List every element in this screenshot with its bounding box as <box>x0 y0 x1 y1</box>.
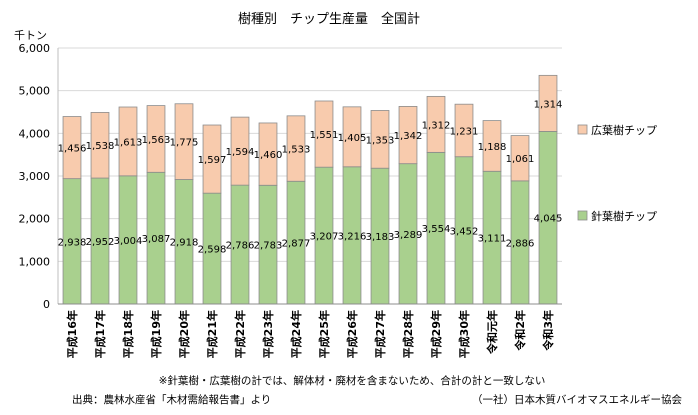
x-tick-label: 平成26年 <box>345 310 359 358</box>
data-label: 1,775 <box>170 138 199 149</box>
legend-item-softwood: 針葉樹チップ <box>577 209 657 223</box>
data-label: 1,563 <box>142 135 171 146</box>
bar-segment-hardwood <box>202 124 222 194</box>
bars: 2,938 1,456 2,952 1,538 3,004 1,613 3,087 1,563… <box>58 74 563 305</box>
y-tick-label: 5,000 <box>19 85 51 98</box>
data-label: 2,783 <box>254 241 283 252</box>
y-tick-label: 4,000 <box>19 127 51 140</box>
data-label: 1,405 <box>338 133 367 144</box>
bar-segment-hardwood <box>286 115 306 182</box>
x-tick-label: 令和3年 <box>541 310 555 352</box>
bar-segment-hardwood <box>230 116 250 186</box>
data-label: 1,353 <box>366 135 395 146</box>
data-label: 1,061 <box>506 154 535 165</box>
bar-segment-hardwood <box>482 120 502 172</box>
data-label: 3,183 <box>366 232 395 243</box>
data-label: 3,216 <box>338 231 367 242</box>
bar-segment-hardwood <box>174 103 194 180</box>
data-label: 1,188 <box>478 142 507 153</box>
bar-segment-hardwood <box>454 103 474 158</box>
bar-segment-hardwood <box>426 95 446 153</box>
footnote: ※針葉樹・広葉樹の計では、解体材・廃材を含まないため、合計の計と一致しない <box>159 374 546 387</box>
data-label: 2,877 <box>282 239 311 250</box>
data-label: 3,004 <box>114 236 143 247</box>
data-label: 1,314 <box>534 99 563 110</box>
data-label: 1,594 <box>226 147 255 158</box>
data-label: 1,460 <box>254 150 283 161</box>
bar-segment-hardwood <box>398 106 418 165</box>
data-label: 4,045 <box>534 214 563 225</box>
bar-segment-hardwood <box>258 122 278 186</box>
data-label: 2,786 <box>226 241 255 252</box>
bar-segment-hardwood <box>538 74 558 132</box>
x-tick-label: 平成16年 <box>65 310 79 358</box>
legend-swatch <box>577 210 588 221</box>
bar-segment-hardwood <box>146 105 166 173</box>
bar-segment-hardwood <box>510 135 530 182</box>
data-label: 1,456 <box>58 144 87 155</box>
data-label: 2,886 <box>506 238 535 249</box>
x-tick-label: 平成24年 <box>289 310 303 358</box>
data-label: 1,312 <box>422 120 451 131</box>
grid-lines <box>58 47 562 262</box>
data-label: 1,597 <box>198 155 227 166</box>
x-tick-label: 平成18年 <box>121 310 135 358</box>
y-tick-label: 6,000 <box>19 42 51 55</box>
y-tick-label: 0 <box>43 298 50 311</box>
data-label: 1,538 <box>86 141 115 152</box>
data-label: 1,613 <box>114 137 143 148</box>
data-label: 2,952 <box>86 237 115 248</box>
x-tick-label: 平成25年 <box>317 310 331 358</box>
legend-label: 針葉樹チップ <box>591 209 657 223</box>
x-tick-label: 平成27年 <box>373 310 387 358</box>
x-tick-label: 平成17年 <box>93 310 107 358</box>
bar-segment-hardwood <box>62 116 82 180</box>
bar-segment-hardwood <box>314 100 334 168</box>
data-label: 2,598 <box>198 245 227 256</box>
y-axis: 0 1,000 2,000 3,000 4,000 5,000 6,000 <box>19 42 59 311</box>
x-tick-label: 令和2年 <box>513 310 527 352</box>
bar-segment-hardwood <box>342 106 362 168</box>
x-tick-label: 平成29年 <box>429 310 443 358</box>
legend-swatch <box>577 124 588 135</box>
x-tick-label: 令和元年 <box>485 310 499 355</box>
y-tick-label: 3,000 <box>19 170 51 183</box>
data-label: 3,087 <box>142 234 171 245</box>
data-label: 3,452 <box>450 226 479 237</box>
y-unit-label: 千トン <box>14 29 47 42</box>
source-note: 出典：農林水産省「木材需給報告書」より <box>72 393 271 406</box>
legend-label: 広葉樹チップ <box>591 123 657 137</box>
y-tick-label: 2,000 <box>19 213 51 226</box>
x-tick-label: 平成21年 <box>205 310 219 358</box>
data-label: 1,533 <box>282 145 311 156</box>
x-tick-label: 平成20年 <box>177 310 191 358</box>
x-axis: 平成16年 平成17年 平成18年 平成19年 平成20年 平成21年 平成22年 平成23年… <box>58 303 562 358</box>
x-tick-label: 平成22年 <box>233 310 247 358</box>
x-tick-label: 平成30年 <box>457 310 471 358</box>
bar-segment-hardwood <box>118 106 138 177</box>
data-label: 3,554 <box>422 224 451 235</box>
data-label: 2,938 <box>58 237 87 248</box>
bar-segment-hardwood <box>370 110 390 169</box>
credit-note: （一社）日本木質バイオマスエネルギー協会 <box>472 393 682 406</box>
data-label: 3,111 <box>478 234 507 245</box>
data-label: 1,551 <box>310 130 339 141</box>
data-label: 3,207 <box>310 232 339 243</box>
x-tick-label: 平成28年 <box>401 310 415 358</box>
x-tick-label: 平成23年 <box>261 310 275 358</box>
data-label: 2,918 <box>170 238 199 249</box>
bar-segment-hardwood <box>90 112 110 179</box>
x-tick-label: 平成19年 <box>149 310 163 358</box>
data-label: 1,342 <box>394 131 423 142</box>
legend-item-hardwood: 広葉樹チップ <box>577 123 657 137</box>
y-tick-label: 1,000 <box>19 255 51 268</box>
data-label: 3,289 <box>394 230 423 241</box>
data-label: 1,231 <box>450 126 479 137</box>
chart-title: 樹種別 チップ生産量 全国計 <box>238 11 420 27</box>
